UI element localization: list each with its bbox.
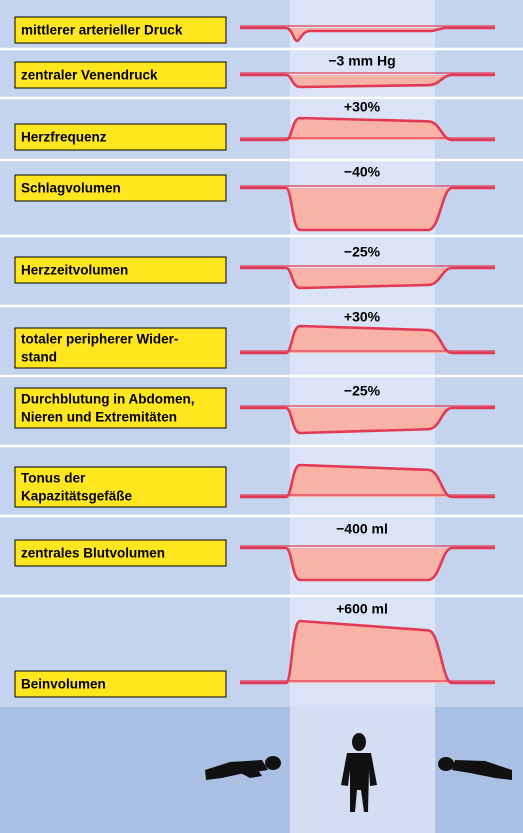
change-label: +600 ml	[336, 601, 388, 617]
baseline-curve	[240, 619, 495, 685]
baseline-curve	[240, 26, 495, 43]
response-area	[286, 548, 452, 580]
change-label: −3 mm Hg	[328, 53, 395, 69]
response-area	[286, 75, 452, 87]
change-label: −40%	[344, 164, 381, 180]
change-label: −400 ml	[336, 521, 388, 537]
label-box	[14, 256, 227, 284]
change-label: −25%	[344, 244, 381, 260]
lying-figure-right	[438, 757, 512, 780]
response-area	[286, 188, 452, 230]
standing-figure	[341, 733, 377, 812]
label-box	[14, 61, 227, 89]
label-box	[14, 670, 227, 698]
label-box	[14, 174, 227, 202]
row-label: Nieren und Extremitäten	[21, 410, 177, 425]
row-label: Herzfrequenz	[21, 130, 107, 145]
label-box	[14, 387, 227, 429]
label-box	[14, 327, 227, 369]
row-label: Durchblutung in Abdomen,	[21, 392, 194, 407]
change-label: +30%	[344, 99, 381, 115]
baseline-curve	[240, 546, 495, 582]
lying-figure-left	[205, 756, 281, 780]
row-label: Kapazitätsgefäße	[21, 489, 133, 504]
row-label: Herzzeitvolumen	[21, 263, 128, 278]
row-label: totaler peripherer Wider-	[21, 332, 178, 347]
row-label: Beinvolumen	[21, 677, 106, 692]
label-box	[14, 123, 227, 151]
change-label: −25%	[344, 383, 381, 399]
response-area	[286, 621, 452, 683]
response-area	[286, 326, 452, 353]
row-label: Tonus der	[21, 471, 86, 486]
row-label: zentraler Venendruck	[21, 68, 158, 83]
response-area	[286, 118, 452, 140]
row-label: stand	[21, 350, 57, 365]
row-label: mittlerer arterieller Druck	[21, 23, 183, 38]
row-label: zentrales Blutvolumen	[21, 546, 165, 561]
label-box	[14, 539, 227, 567]
label-box	[14, 16, 227, 44]
baseline-curve	[240, 324, 495, 355]
row-label: Schlagvolumen	[21, 181, 121, 196]
baseline-curve	[240, 73, 495, 89]
label-box	[14, 466, 227, 508]
baseline-curve	[240, 406, 495, 435]
baseline-curve	[240, 463, 495, 499]
response-area	[286, 408, 452, 433]
change-label: +30%	[344, 309, 381, 325]
baseline-curve	[240, 116, 495, 142]
baseline-curve	[240, 186, 495, 232]
response-area	[286, 465, 452, 497]
response-area	[286, 268, 452, 288]
baseline-curve	[240, 266, 495, 290]
